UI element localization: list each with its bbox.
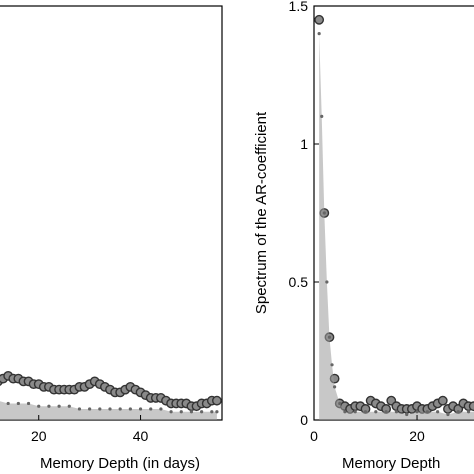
right-y-tick-label: 1.5 <box>289 0 309 14</box>
right-series-1-point <box>394 410 399 414</box>
left-series-1-point <box>210 410 214 414</box>
right-plot-marks <box>314 14 474 420</box>
right-x-tick-label: 20 <box>409 428 425 444</box>
left-series-1-point <box>16 401 20 406</box>
right-series-1-point <box>325 280 329 284</box>
right-series-1-band <box>319 33 474 420</box>
right-panel: 0 20 0 0.5 1 1.5 Spectrum of the AR-coeffici… <box>253 0 474 472</box>
left-series-1-point <box>189 410 194 414</box>
right-series-1-point <box>322 211 326 215</box>
right-x-axis-label: Memory Depth <box>342 455 440 472</box>
right-series-1-point <box>456 410 460 414</box>
right-series-1-point <box>317 31 321 36</box>
left-panel: 20 40 Memory Depth (in days) <box>0 5 223 472</box>
left-series-1-point <box>200 410 204 414</box>
right-series-1-point <box>330 363 334 367</box>
right-y-tick-label: 0.5 <box>289 274 309 290</box>
right-x-ticks: 0 20 <box>310 415 425 444</box>
left-series-1-point <box>26 401 31 406</box>
left-x-axis-label: Memory Depth (in days) <box>40 455 200 472</box>
left-plot-marks <box>0 370 222 420</box>
right-y-ticks: 0 0.5 1 1.5 <box>289 0 319 428</box>
left-series-1-point <box>47 404 51 408</box>
right-series-0-point <box>437 395 448 406</box>
left-series-1-point <box>6 401 10 406</box>
right-plot-frame <box>313 5 474 421</box>
left-series-1-point <box>108 407 112 411</box>
left-series-1-point <box>128 407 132 411</box>
right-series-1-point <box>425 410 429 414</box>
right-series-1-point <box>343 410 347 414</box>
right-series-1-point <box>374 410 378 414</box>
right-series-1-point <box>338 401 342 406</box>
left-series-1-point <box>169 410 173 414</box>
left-series-1-point <box>138 407 143 411</box>
left-series-1-point <box>57 404 61 408</box>
left-series-1-point <box>159 407 163 411</box>
left-series-1-point <box>215 410 219 414</box>
left-series-1-point <box>149 407 153 411</box>
right-series-1-point <box>353 410 357 414</box>
left-series-1-band <box>0 401 217 420</box>
right-series-1-point <box>436 410 440 414</box>
right-series-1-point <box>363 410 368 414</box>
right-series-1-point <box>446 412 450 417</box>
left-x-tick-label: 20 <box>31 428 47 444</box>
left-plot-frame <box>0 5 223 421</box>
left-x-ticks: 20 40 <box>31 415 149 444</box>
right-x-tick-label: 0 <box>310 428 318 444</box>
right-series-1-point <box>384 410 388 414</box>
right-series-0-point <box>468 401 474 412</box>
right-series-1-point <box>327 335 332 339</box>
right-series-1-point <box>320 114 324 118</box>
left-series-1-point <box>118 407 122 411</box>
left-x-tick-label: 40 <box>133 428 149 444</box>
left-series-1-point <box>179 410 183 414</box>
right-y-tick-label: 0 <box>300 412 308 428</box>
left-series-1-point <box>98 407 102 411</box>
right-series-1-point <box>415 410 419 414</box>
left-series-1-point <box>67 404 71 408</box>
right-series-1-point <box>333 385 337 389</box>
left-series-1-point <box>37 404 41 408</box>
right-series-0-point <box>314 14 325 25</box>
right-y-axis-label: Spectrum of the AR-coefficient <box>253 111 270 314</box>
right-y-tick-label: 1 <box>300 136 308 152</box>
right-series-1-point <box>405 412 409 417</box>
right-series-1-point <box>466 410 471 414</box>
left-series-0-point <box>212 395 222 406</box>
left-series-1-point <box>88 407 92 411</box>
left-series-1-point <box>77 407 82 411</box>
